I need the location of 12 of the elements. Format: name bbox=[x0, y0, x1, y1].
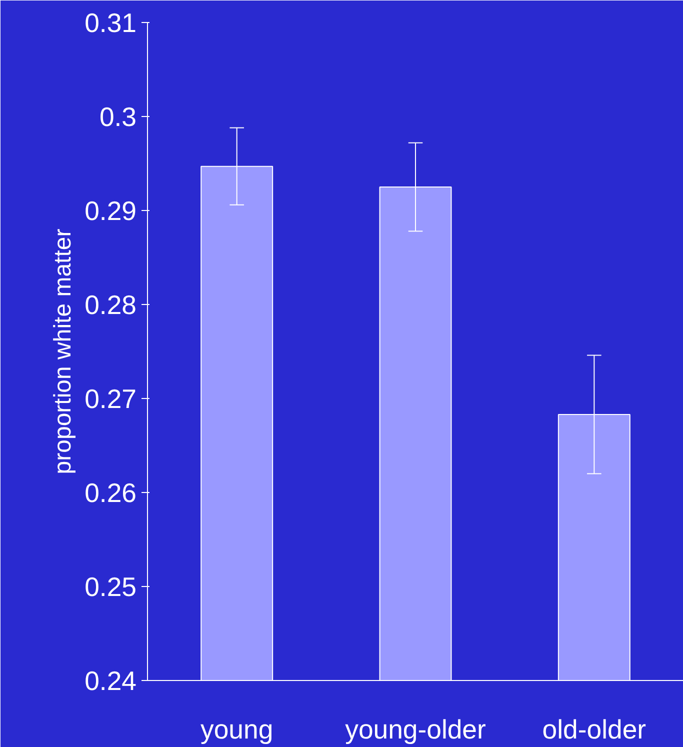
y-tick-label: 0.31 bbox=[84, 8, 137, 38]
x-tick-label: young-older bbox=[345, 714, 486, 744]
y-tick-label: 0.25 bbox=[84, 572, 137, 602]
y-tick-label: 0.24 bbox=[84, 666, 137, 696]
y-tick-label: 0.28 bbox=[84, 290, 137, 320]
x-tick-label: young bbox=[200, 714, 274, 744]
y-tick-label: 0.3 bbox=[99, 102, 137, 132]
y-tick-label: 0.27 bbox=[84, 384, 137, 414]
y-tick-label: 0.29 bbox=[84, 196, 137, 226]
y-tick-label: 0.26 bbox=[84, 478, 137, 508]
y-axis-title: proportion white matter bbox=[50, 228, 77, 474]
x-tick-label: old-older bbox=[542, 714, 646, 744]
